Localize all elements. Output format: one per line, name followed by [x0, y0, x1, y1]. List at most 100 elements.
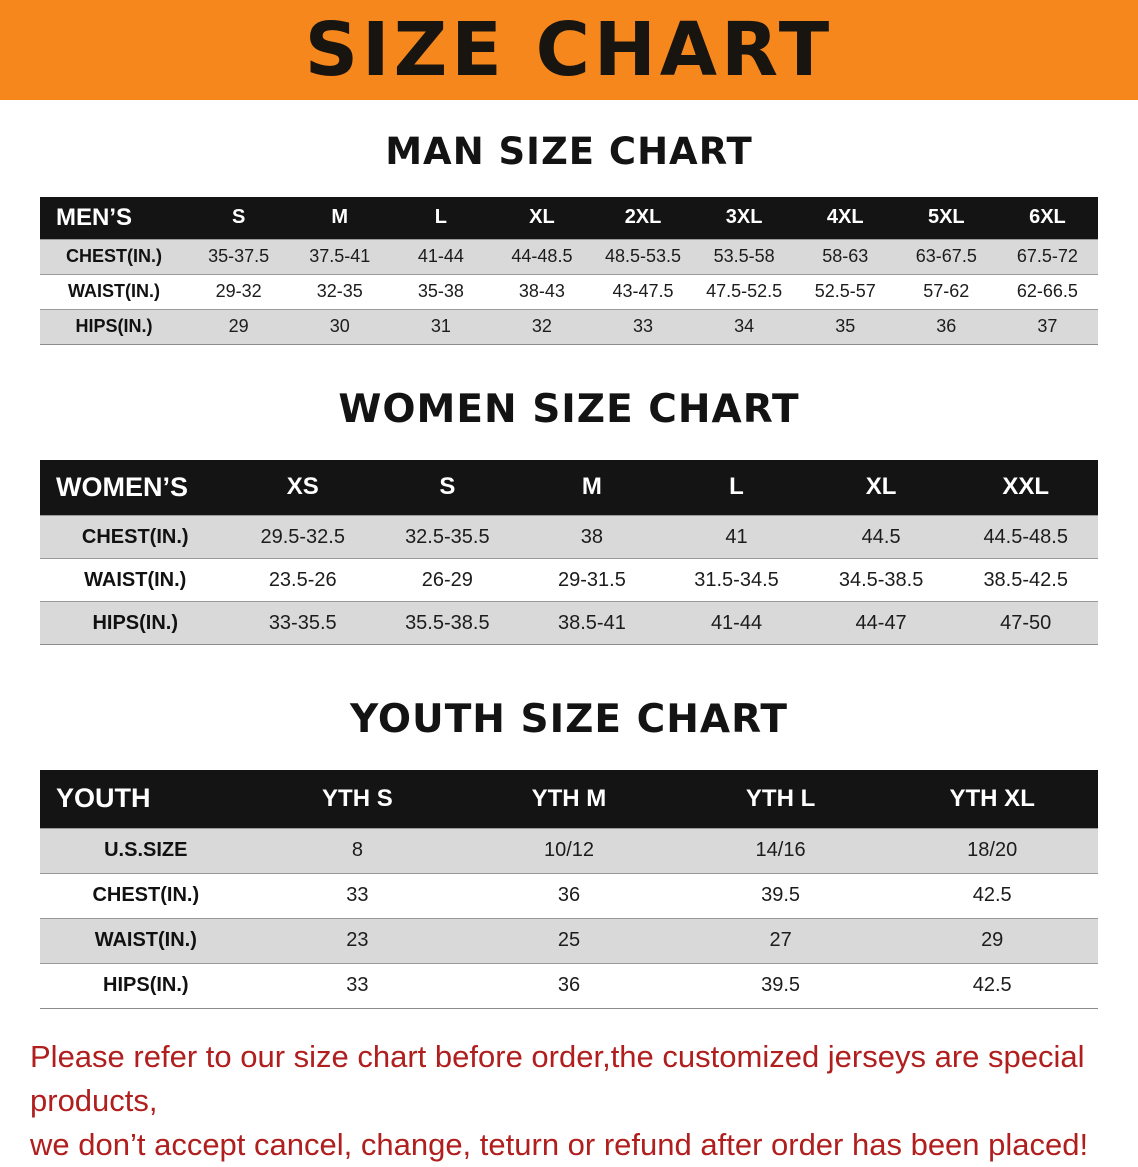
row-label-cell: HIPS(IN.)	[103, 974, 189, 996]
row-label-cell: CHEST(IN.)	[40, 515, 231, 559]
size-header-cell: YTH M	[463, 770, 675, 828]
youth-size-table: YOUTH YTH S YTH M YTH L YTH XL U.S.SIZE 8 10/12…	[40, 770, 1098, 1009]
value-cell: 29	[886, 918, 1098, 963]
value-cell: 32-35	[316, 281, 363, 301]
value-cell: 48.5-53.5	[592, 239, 694, 274]
value-cell: 29-32	[215, 281, 262, 301]
table-row: U.S.SIZE 8 10/12 14/16 18/20	[40, 828, 1098, 873]
men-section-heading: MAN SIZE CHART	[385, 130, 753, 173]
value-cell: 33	[346, 884, 369, 906]
value-cell: 30	[289, 309, 391, 344]
value-cell: 14/16	[674, 828, 887, 873]
banner: SIZE CHART	[0, 0, 1138, 100]
table-row: CHEST(IN.) 33 36 39.5 42.5	[40, 873, 1098, 918]
value-cell: 37	[996, 309, 1098, 344]
value-cell: 33-35.5	[230, 601, 376, 645]
notice-line-1: Please refer to our size chart before or…	[30, 1038, 1085, 1118]
size-header-cell: 5XL	[895, 197, 997, 239]
size-header-cell: L	[390, 197, 492, 239]
size-header-cell: XXL	[953, 459, 1098, 516]
value-cell: 35.5-38.5	[375, 601, 520, 645]
value-cell: 39.5	[761, 974, 801, 996]
value-cell: 33	[592, 309, 694, 344]
row-label-cell: CHEST(IN.)	[40, 239, 189, 274]
value-cell: 35-37.5	[188, 239, 290, 274]
size-header-cell: YTH L	[674, 770, 887, 828]
value-cell: 44-48.5	[491, 239, 593, 274]
table-row: HIPS(IN.) 33-35.5 35.5-38.5 38.5-41 41-44 44-…	[40, 601, 1098, 645]
value-cell: 41-44	[390, 239, 492, 274]
size-header-cell: YTH S	[251, 770, 464, 828]
value-cell: 62-66.5	[1016, 281, 1078, 301]
value-cell: 57-62	[923, 281, 970, 301]
table-title-cell: MEN’S	[40, 197, 189, 239]
value-cell: 27	[674, 918, 887, 963]
table-header-row: MEN’S S M L XL 2XL 3XL 4XL 5XL 6XL	[40, 197, 1098, 239]
value-cell: 26-29	[421, 568, 473, 591]
table-title-cell: WOMEN’S	[40, 459, 231, 516]
size-table: YOUTH YTH S YTH M YTH L YTH XL U.S.SIZE 8 10/12…	[40, 770, 1098, 1009]
table-row: WAIST(IN.) 23.5-26 26-29 29-31.5 31.5-34.5 34…	[40, 558, 1098, 602]
youth-section-heading: YOUTH SIZE CHART	[350, 697, 788, 742]
value-cell: 32.5-35.5	[375, 515, 520, 559]
row-label-cell: WAIST(IN.)	[84, 568, 187, 591]
value-cell: 47.5-52.5	[706, 281, 783, 301]
table-row: HIPS(IN.) 29 30 31 32 33 34 35 36 37	[40, 309, 1098, 344]
notice-line-2: we don’t accept cancel, change, teturn o…	[30, 1126, 1089, 1162]
size-header-cell: 3XL	[693, 197, 795, 239]
youth-size-section: YOUTH SIZE CHART YOUTH YTH S YTH M YTH L YTH…	[0, 697, 1138, 1009]
size-table: WOMEN’S XS S M L XL XXL CHEST(IN.) 29.5-32.5 32.5…	[40, 459, 1098, 645]
table-row: WAIST(IN.) 29-32 32-35 35-38 38-43 43-47.5 47.…	[40, 274, 1098, 309]
value-cell: 34	[693, 309, 795, 344]
value-cell: 35-38	[417, 281, 464, 301]
value-cell: 47-50	[953, 601, 1098, 645]
value-cell: 67.5-72	[996, 239, 1098, 274]
value-cell: 29-31.5	[558, 568, 626, 591]
value-cell: 33	[346, 974, 369, 996]
size-header-cell: YTH XL	[886, 770, 1098, 828]
value-cell: 25	[463, 918, 675, 963]
value-cell: 23.5-26	[268, 568, 337, 591]
value-cell: 8	[251, 828, 464, 873]
value-cell: 53.5-58	[693, 239, 795, 274]
men-size-section: MAN SIZE CHART MEN’S S M L XL 2XL 3XL 4XL 5XL 6XL…	[0, 130, 1138, 345]
value-cell: 38-43	[518, 281, 565, 301]
value-cell: 44.5-48.5	[953, 515, 1098, 559]
row-label-cell: U.S.SIZE	[40, 828, 252, 873]
men-size-table: MEN’S S M L XL 2XL 3XL 4XL 5XL 6XL CHEST(IN.) 35-37…	[40, 197, 1098, 345]
value-cell: 44-47	[808, 601, 954, 645]
size-header-cell: 2XL	[592, 197, 694, 239]
table-row: HIPS(IN.) 33 36 39.5 42.5	[40, 963, 1098, 1008]
value-cell: 38.5-42.5	[983, 568, 1068, 591]
value-cell: 32	[491, 309, 593, 344]
value-cell: 37.5-41	[289, 239, 391, 274]
value-cell: 36	[895, 309, 997, 344]
value-cell: 39.5	[761, 884, 801, 906]
value-cell: 29	[188, 309, 290, 344]
value-cell: 23	[251, 918, 464, 963]
value-cell: 38.5-41	[519, 601, 665, 645]
value-cell: 18/20	[886, 828, 1098, 873]
size-header-cell: XL	[491, 197, 593, 239]
women-section-heading: WOMEN SIZE CHART	[338, 386, 800, 432]
size-header-cell: L	[664, 459, 809, 516]
row-label-cell: WAIST(IN.)	[68, 281, 161, 301]
value-cell: 41	[664, 515, 809, 559]
size-header-cell: XS	[230, 459, 376, 516]
value-cell: 52.5-57	[814, 281, 876, 301]
table-header-row: WOMEN’S XS S M L XL XXL	[40, 459, 1098, 516]
value-cell: 58-63	[794, 239, 896, 274]
size-header-cell: 6XL	[996, 197, 1098, 239]
value-cell: 42.5	[972, 884, 1012, 906]
row-label-cell: HIPS(IN.)	[40, 601, 231, 645]
value-cell: 41-44	[664, 601, 809, 645]
value-cell: 63-67.5	[895, 239, 997, 274]
footer-notice: Please refer to our size chart before or…	[30, 1035, 1108, 1167]
value-cell: 36	[557, 884, 581, 906]
row-label-cell: HIPS(IN.)	[40, 309, 189, 344]
size-table: MEN’S S M L XL 2XL 3XL 4XL 5XL 6XL CHEST(IN.) 35-37…	[40, 197, 1098, 345]
value-cell: 35	[794, 309, 896, 344]
page-title: SIZE CHART	[304, 7, 834, 93]
size-header-cell: M	[289, 197, 391, 239]
